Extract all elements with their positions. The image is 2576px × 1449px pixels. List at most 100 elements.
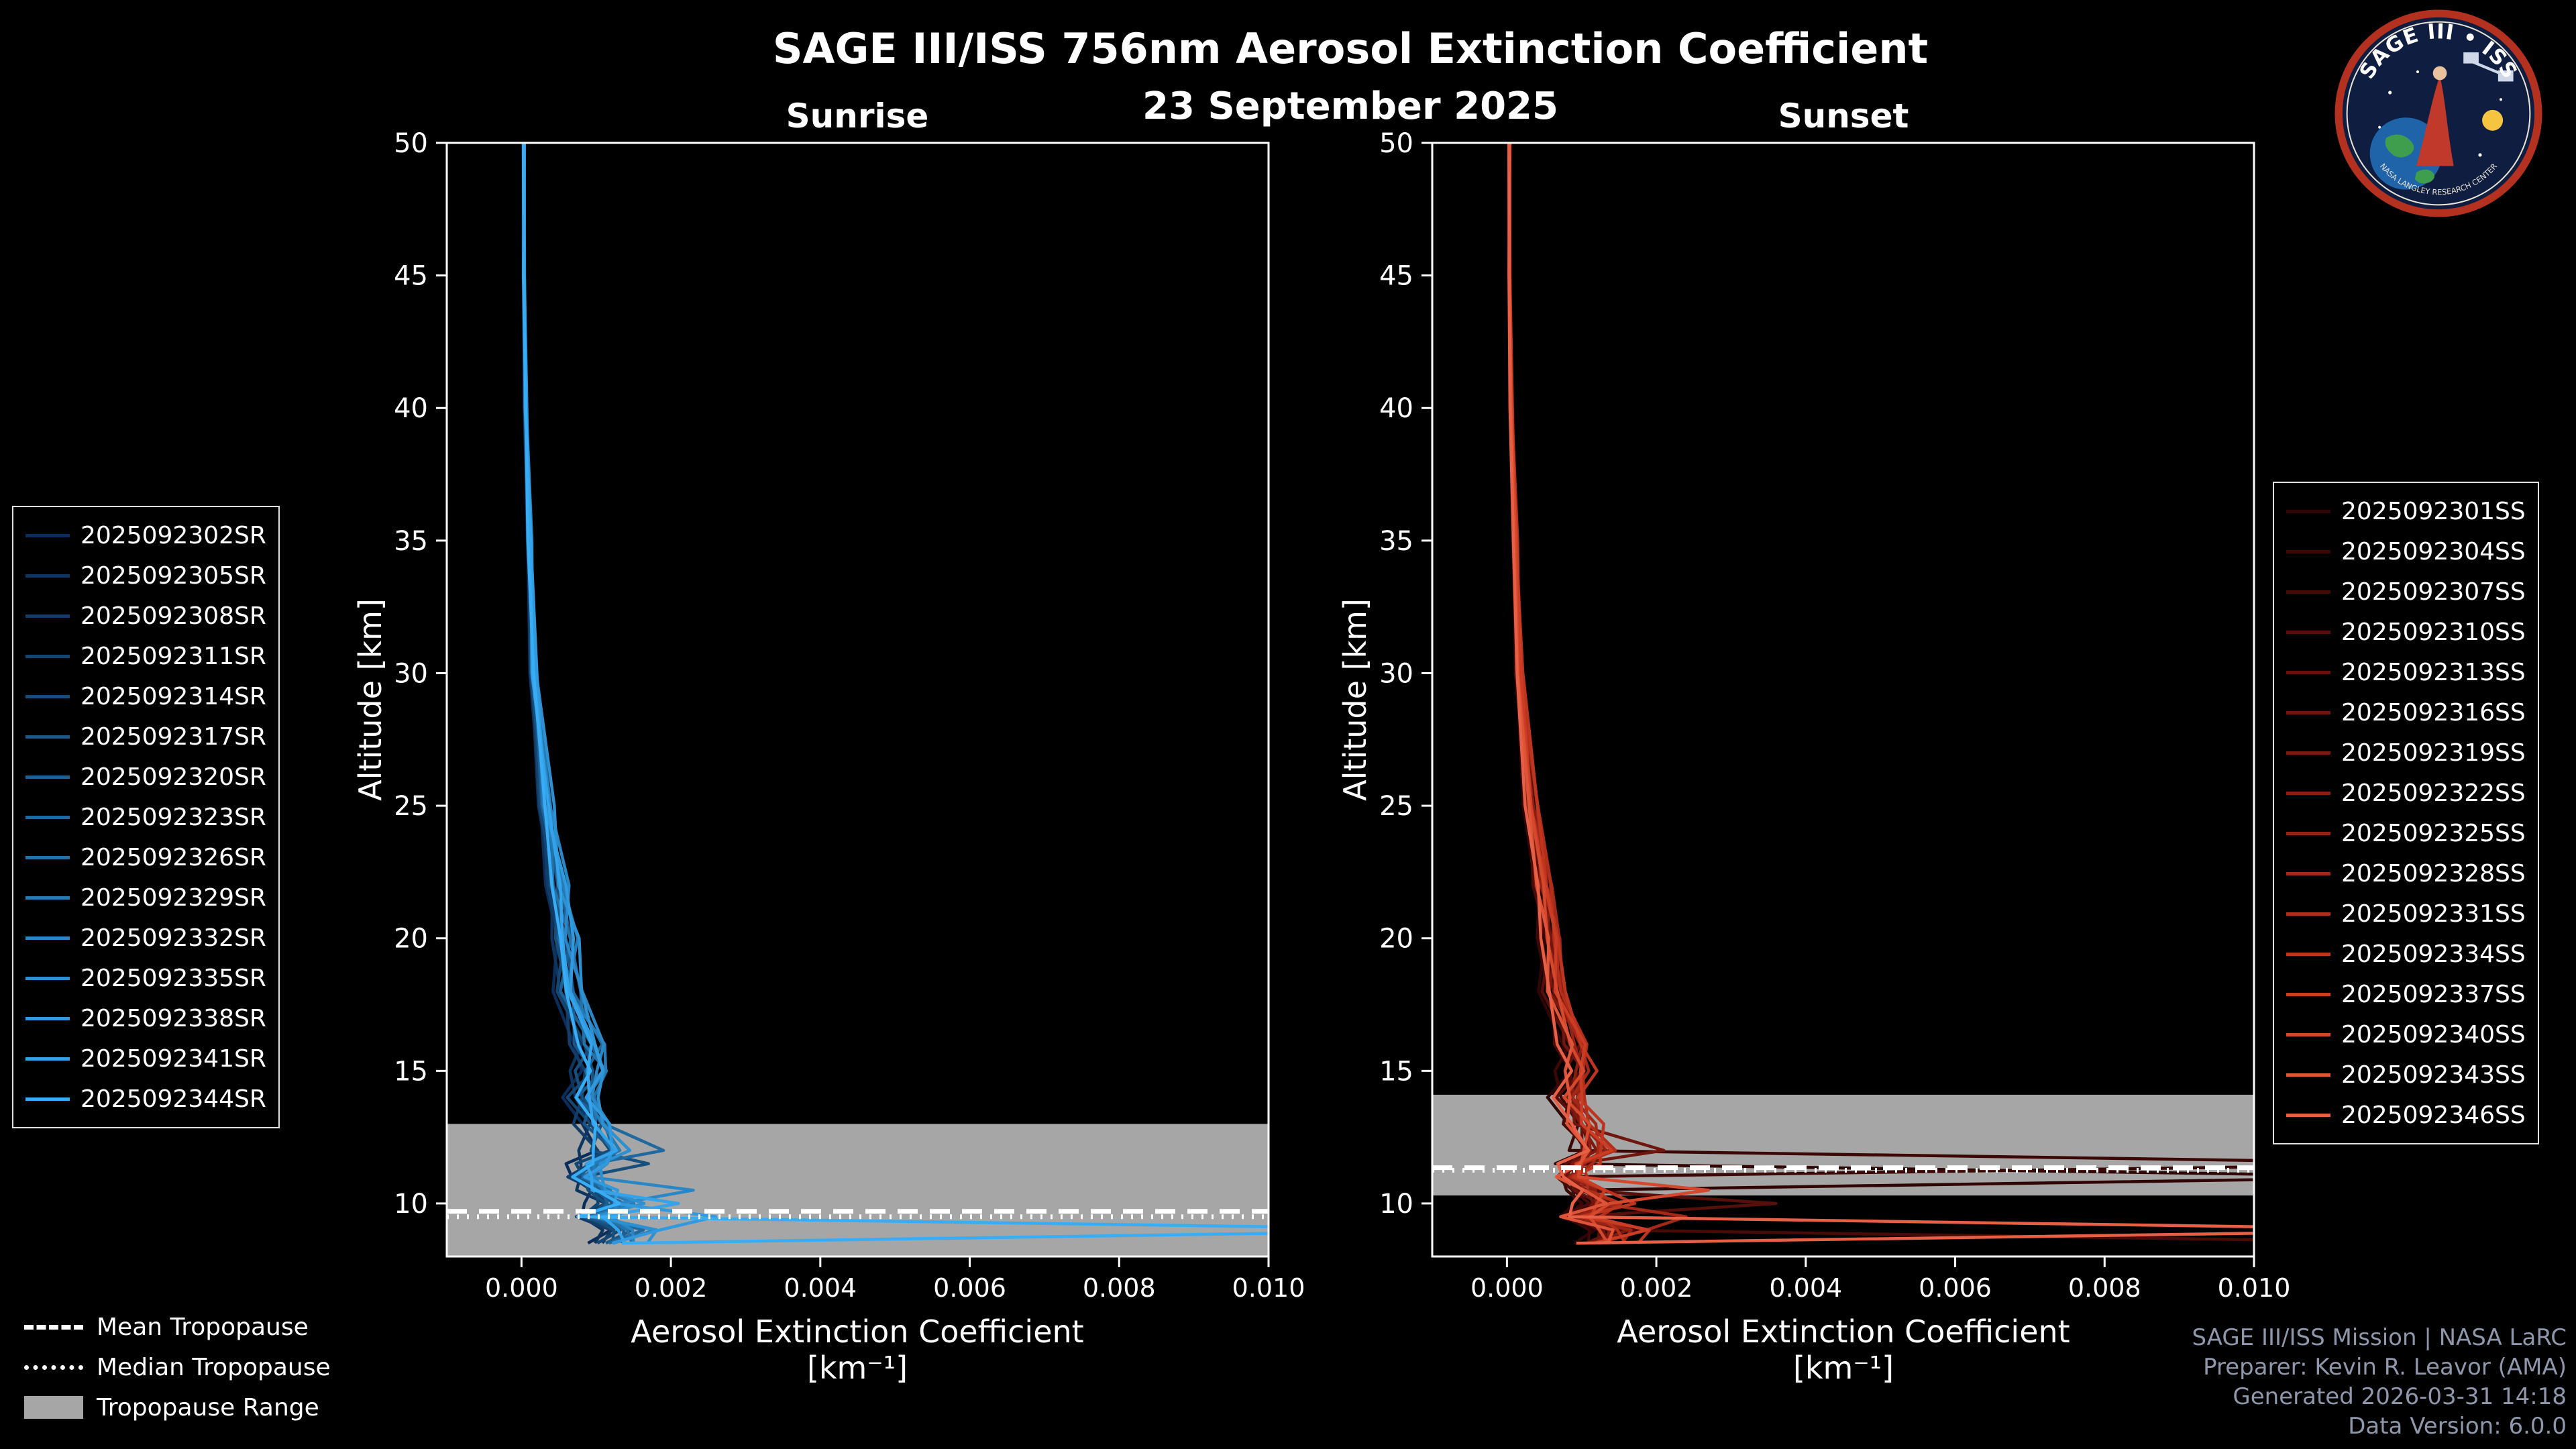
- y-tick-label: 30: [394, 658, 428, 689]
- profile-line-2025092310SS: [1507, 143, 1778, 1244]
- profile-line-2025092328SS: [1508, 143, 1688, 1245]
- legend-label: 2025092316SS: [2341, 698, 2526, 727]
- legend-swatch: [25, 574, 70, 578]
- axes-spines-sunrise: [445, 142, 1270, 1258]
- legend-swatch: [2286, 871, 2330, 875]
- legend-swatch: [25, 775, 70, 779]
- panel-title-sunrise: Sunrise: [786, 97, 929, 136]
- legend-swatch: [25, 1097, 70, 1101]
- legend-item-2025092329SR: 2025092329SR: [25, 877, 266, 918]
- legend-item-2025092326SR: 2025092326SR: [25, 837, 266, 877]
- y-tick-label: 35: [1379, 526, 1413, 557]
- legend-swatch: [25, 896, 70, 900]
- legend-label: 2025092323SR: [80, 803, 266, 831]
- legend-swatch: [2286, 590, 2330, 594]
- legend-swatch: [25, 976, 70, 980]
- legend-label: 2025092310SS: [2341, 618, 2526, 646]
- median-tropopause-legend-item: Median Tropopause: [24, 1347, 331, 1387]
- legend-item-2025092307SS: 2025092307SS: [2286, 572, 2526, 612]
- legend-item-2025092338SR: 2025092338SR: [25, 998, 266, 1038]
- x-tick-label: 0.002: [635, 1273, 708, 1303]
- logo-earth-continent-2: [2414, 169, 2435, 184]
- legend-swatch: [25, 654, 70, 658]
- x-tick-label: 0.000: [1470, 1273, 1544, 1303]
- x-tick-label: 0.008: [2068, 1273, 2141, 1303]
- legend-label: 2025092338SR: [80, 1004, 266, 1032]
- y-tick-label: 25: [1379, 791, 1413, 822]
- legend-label: 2025092307SS: [2341, 578, 2526, 606]
- legend-item-2025092331SS: 2025092331SS: [2286, 894, 2526, 934]
- legend-label: 2025092331SS: [2341, 900, 2526, 928]
- tropopause-range-label: Tropopause Range: [97, 1393, 319, 1421]
- legend-item-2025092344SR: 2025092344SR: [25, 1079, 266, 1119]
- x-axis-label-text: Aerosol Extinction Coefficient: [1617, 1313, 2070, 1350]
- footer-line: Data Version: 6.0.0: [2348, 1413, 2567, 1440]
- legend-label: 2025092346SS: [2341, 1101, 2526, 1129]
- y-tick-label: 35: [394, 526, 428, 557]
- legend-swatch: [2286, 710, 2330, 714]
- legend-label: 2025092319SS: [2341, 739, 2526, 767]
- y-tick-label: 20: [394, 924, 428, 955]
- legend-item-2025092341SR: 2025092341SR: [25, 1038, 266, 1079]
- legend-item-2025092319SS: 2025092319SS: [2286, 733, 2526, 773]
- legend-label: 2025092322SS: [2341, 779, 2526, 807]
- legend-item-2025092311SR: 2025092311SR: [25, 636, 266, 676]
- profile-line-2025092319SS: [1507, 143, 1631, 1245]
- legend-label: 2025092334SS: [2341, 940, 2526, 968]
- logo-iss-sketch: [2463, 52, 2514, 82]
- x-tick-label: 0.002: [1620, 1273, 1693, 1303]
- mean-tropopause-swatch: [24, 1324, 83, 1330]
- legend-label: 2025092332SR: [80, 924, 266, 952]
- legend-item-2025092316SS: 2025092316SS: [2286, 692, 2526, 733]
- legend-item-2025092322SS: 2025092322SS: [2286, 773, 2526, 813]
- legend-item-2025092340SS: 2025092340SS: [2286, 1014, 2526, 1055]
- legend-swatch: [2286, 992, 2330, 996]
- y-tick-label: 10: [394, 1189, 428, 1220]
- legend-item-2025092308SR: 2025092308SR: [25, 596, 266, 636]
- legend-swatch: [2286, 952, 2330, 956]
- legend-swatch: [2286, 1073, 2330, 1077]
- legend-item-2025092313SS: 2025092313SS: [2286, 652, 2526, 692]
- mean-tropopause-label: Mean Tropopause: [97, 1313, 309, 1341]
- legend-swatch: [2286, 912, 2330, 916]
- y-tick-label: 30: [1379, 658, 1413, 689]
- x-axis-label-sunset: Aerosol Extinction Coefficient [km⁻¹]: [1617, 1313, 2070, 1386]
- sunset-legend: 2025092301SS 2025092304SS 2025092307SS 2025…: [2273, 482, 2539, 1144]
- profiles-group-sunrise: [521, 143, 1269, 1245]
- legend-label: 2025092304SS: [2341, 537, 2526, 566]
- y-tick-label: 15: [1379, 1056, 1413, 1087]
- legend-item-2025092346SS: 2025092346SS: [2286, 1095, 2526, 1135]
- mean-tropopause-legend-item: Mean Tropopause: [24, 1307, 331, 1347]
- legend-item-2025092310SS: 2025092310SS: [2286, 612, 2526, 652]
- legend-swatch: [2286, 791, 2330, 795]
- legend-label: 2025092344SR: [80, 1085, 266, 1113]
- footer-line: SAGE III/ISS Mission | NASA LaRC: [2192, 1324, 2567, 1351]
- legend-item-2025092320SR: 2025092320SR: [25, 757, 266, 797]
- median-tropopause-swatch: [24, 1364, 83, 1370]
- legend-label: 2025092305SR: [80, 561, 266, 590]
- legend-item-2025092305SR: 2025092305SR: [25, 555, 266, 596]
- legend-label: 2025092341SR: [80, 1044, 266, 1073]
- legend-label: 2025092328SS: [2341, 859, 2526, 888]
- legend-swatch: [25, 735, 70, 739]
- legend-label: 2025092317SR: [80, 722, 266, 751]
- legend-item-2025092332SR: 2025092332SR: [25, 918, 266, 958]
- footer-line: Preparer: Kevin R. Leavor (AMA): [2203, 1354, 2567, 1381]
- legend-swatch: [25, 533, 70, 537]
- profiles-group-sunset: [1507, 143, 2254, 1245]
- tropopause-range-swatch: [24, 1396, 83, 1419]
- legend-item-2025092325SS: 2025092325SS: [2286, 813, 2526, 853]
- panel-title-sunset: Sunset: [1778, 97, 1909, 136]
- figure-title: SAGE III/ISS 756nm Aerosol Extinction Co…: [772, 24, 1929, 73]
- legend-label: 2025092343SS: [2341, 1061, 2526, 1089]
- sage-iii-iss-logo: SAGE III • ISS NASA LANGLEY RESEARCH CEN…: [2334, 9, 2542, 217]
- x-tick-label: 0.004: [1769, 1273, 1842, 1303]
- y-tick-label: 25: [394, 791, 428, 822]
- x-axis-label-units: [km⁻¹]: [1792, 1350, 1894, 1386]
- logo-earth-continent: [2385, 134, 2414, 158]
- legend-swatch: [25, 694, 70, 698]
- y-tick-label: 10: [1379, 1189, 1413, 1220]
- y-tick-label: 20: [1379, 924, 1413, 955]
- x-tick-label: 0.008: [1083, 1273, 1156, 1303]
